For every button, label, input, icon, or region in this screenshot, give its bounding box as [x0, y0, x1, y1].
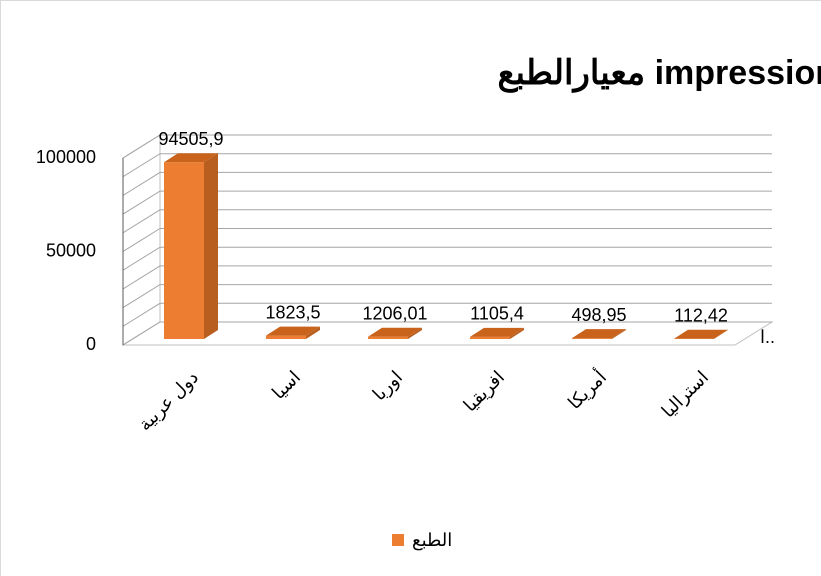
bar-side: [408, 327, 422, 339]
chart-title: معيارالطبع impression: [497, 54, 821, 93]
x-tick-label: دول عربية: [135, 367, 203, 435]
bar-side: [714, 329, 728, 339]
grid-line: [122, 246, 772, 271]
y-tick-label: 100000: [36, 147, 96, 167]
grid-line: [122, 209, 772, 234]
legend-swatch: [392, 534, 404, 546]
bar: [470, 327, 524, 339]
grid-line: [122, 321, 772, 346]
grid-line: [122, 171, 772, 196]
grid-line: [122, 153, 772, 178]
x-tick-label: اوربا: [369, 367, 407, 405]
bar-side: [510, 327, 524, 339]
bar-top: [572, 329, 626, 339]
value-label: 1105,4: [470, 304, 524, 324]
grid-line: [122, 302, 772, 327]
bar-front: [266, 335, 306, 339]
bar: [368, 327, 422, 339]
grid-line: [122, 228, 772, 252]
bar-front: [470, 336, 510, 339]
bar-top: [368, 327, 422, 337]
bar-front: [164, 162, 204, 339]
grid-line: [122, 134, 772, 159]
bar-side: [204, 153, 218, 339]
value-label: 1823,5: [265, 302, 320, 322]
x-tick-label: اسيا: [268, 367, 304, 403]
bar-side: [306, 326, 320, 339]
bar: [266, 326, 320, 339]
x-tick-label: استراليا: [658, 367, 713, 422]
x-tick-label: افريقيا: [460, 367, 509, 416]
bar: [572, 329, 626, 339]
bar: [674, 329, 728, 339]
grid-line: [122, 190, 772, 215]
value-label: 94505,9: [158, 129, 223, 149]
value-label: 1206,01: [362, 303, 427, 323]
bar-front: [368, 336, 408, 339]
x-tick-label: أمريكا: [563, 366, 611, 414]
grid-line: [122, 284, 772, 309]
bar-top: [266, 326, 320, 336]
bar-front: [572, 338, 612, 339]
bar-top: [470, 327, 524, 337]
bar-top: [164, 153, 218, 163]
y-tick-label: 50000: [46, 240, 96, 260]
bar-top: [674, 329, 728, 339]
bar: [164, 153, 218, 339]
bar-side: [612, 329, 626, 339]
y-tick-label: 0: [86, 334, 96, 354]
grid-line: [122, 265, 772, 290]
value-label: 498,95: [571, 305, 626, 325]
value-label: 112,42: [674, 306, 728, 326]
legend-label: الطبع: [412, 530, 452, 551]
annotation: ا..: [760, 327, 775, 347]
